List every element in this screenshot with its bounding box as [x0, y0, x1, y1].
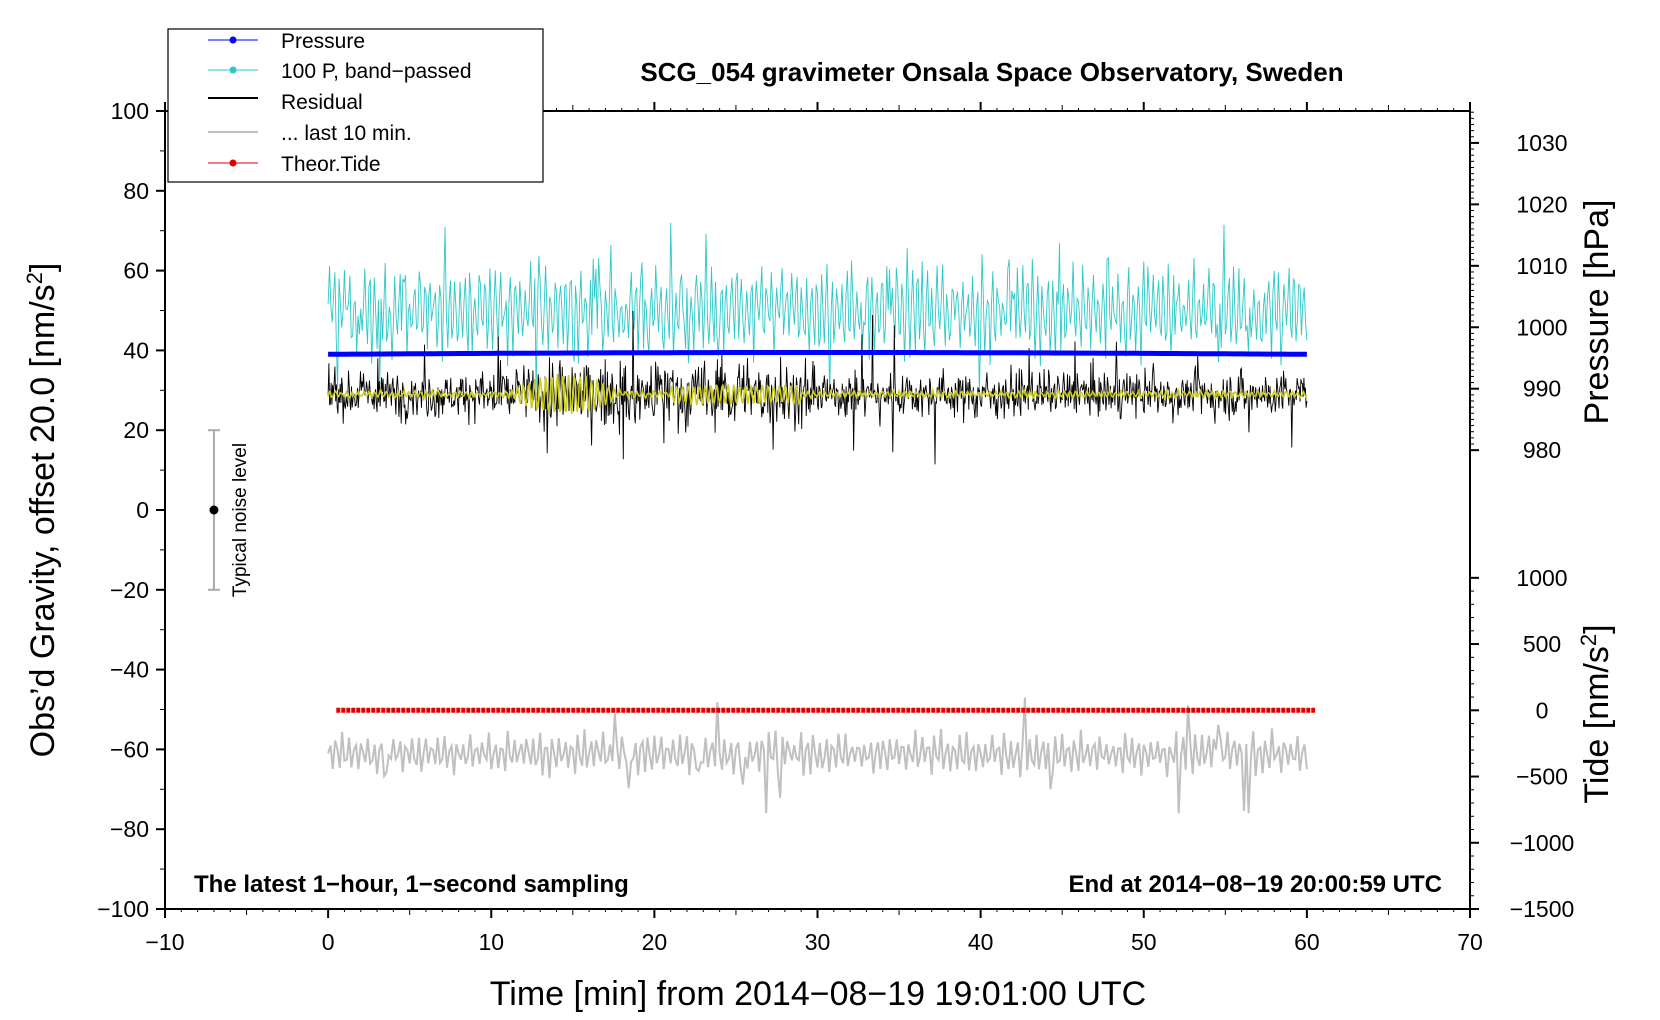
tick-layer: −10 0 10 20 30 40 50 60 70100806040200−20−40−60−…: [97, 98, 1574, 955]
pressure-tick-label: 1030: [1516, 130, 1567, 156]
legend-entry-last-10-min: ... last 10 min.: [208, 122, 412, 145]
legend-label-pressure: Pressure: [281, 30, 365, 53]
legend-label-theor-tide: Theor.Tide: [281, 153, 381, 176]
x-tick-label: 60: [1294, 929, 1320, 955]
legend-entry-theor-tide: Theor.Tide: [208, 153, 381, 176]
y-tick-label: 0: [136, 497, 149, 523]
legend-marker-theor-tide: [229, 159, 237, 167]
pressure-tick-label: 980: [1523, 437, 1561, 463]
annotation-sampling: The latest 1−hour, 1−second sampling: [194, 871, 629, 898]
legend-marker-band-passed: [229, 66, 237, 74]
legend-label-last-10-min: ... last 10 min.: [281, 122, 412, 145]
x-tick-label: 20: [642, 929, 668, 955]
y-tick-label: 100: [111, 98, 149, 124]
legend-entry-band-passed: 100 P, band−passed: [208, 60, 472, 83]
y-tick-label: 80: [123, 178, 149, 204]
x-axis-title: Time [min] from 2014−08−19 19:01:00 UTC: [490, 975, 1146, 1013]
legend-entry-pressure: Pressure: [208, 30, 365, 53]
tide-tick-label: −1000: [1510, 830, 1575, 856]
x-tick-label: 10: [478, 929, 504, 955]
x-tick-label: −10: [145, 929, 184, 955]
pressure-tick-label: 1020: [1516, 191, 1567, 217]
y-tick-label: 40: [123, 337, 149, 363]
x-tick-label: 50: [1131, 929, 1157, 955]
tide-tick-label: 1000: [1516, 565, 1567, 591]
series-last-10-min-line: [327, 697, 1308, 814]
y-tick-label: −40: [110, 657, 149, 683]
y-tick-label: −60: [110, 736, 149, 762]
y-tick-label: 20: [123, 417, 149, 443]
tide-tick-label: 0: [1536, 697, 1549, 723]
legend-label-residual: Residual: [281, 91, 363, 114]
y-tick-label: −20: [110, 577, 149, 603]
legend: Pressure 100 P, band−passed Residual ...…: [167, 28, 544, 183]
series-layer: [327, 222, 1316, 814]
y-axis-title-pressure: Pressure [hPa]: [1578, 200, 1616, 425]
legend-label-band-passed: 100 P, band−passed: [281, 60, 472, 83]
series-smoothed-residual-line: [327, 374, 1308, 414]
noise-level-label: Typical noise level: [230, 443, 251, 597]
y-tick-label: 60: [123, 258, 149, 284]
chart-title: SCG_054 gravimeter Onsala Space Observat…: [640, 57, 1343, 87]
noise-bar-center-dot: [209, 505, 219, 515]
tide-tick-label: −500: [1516, 764, 1568, 790]
series-residual-line: [327, 310, 1308, 465]
legend-box: [167, 28, 544, 183]
y-tick-label: −80: [110, 816, 149, 842]
x-tick-label: 30: [805, 929, 831, 955]
tide-tick-label: −1500: [1510, 896, 1575, 922]
series-pressure-line: [328, 350, 1307, 357]
tide-tick-label: 500: [1523, 631, 1561, 657]
y-axis-title-tide: Tide [nm/s2]: [1576, 624, 1616, 803]
pressure-tick-label: 1000: [1516, 314, 1567, 340]
legend-entry-residual: Residual: [208, 91, 363, 114]
pressure-tick-label: 1010: [1516, 253, 1567, 279]
x-tick-label: 0: [322, 929, 335, 955]
x-tick-label: 40: [968, 929, 994, 955]
annotation-end-time: End at 2014−08−19 20:00:59 UTC: [1068, 871, 1442, 898]
x-tick-label: 70: [1457, 929, 1483, 955]
pressure-tick-label: 990: [1523, 376, 1561, 402]
series-band-passed-pressure-line: [327, 222, 1308, 395]
legend-marker-pressure: [229, 36, 237, 44]
y-tick-label: −100: [97, 896, 149, 922]
y-axis-title-left: Obs’d Gravity, offset 20.0 [nm/s2]: [22, 263, 62, 758]
noise-level-indicator: Typical noise level: [207, 429, 251, 597]
